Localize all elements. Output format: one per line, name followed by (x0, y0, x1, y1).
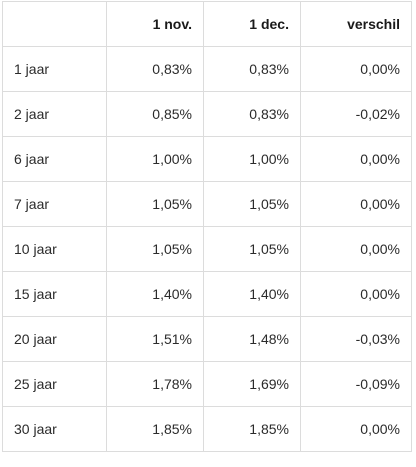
rate-dec-cell: 1,48% (203, 316, 301, 362)
table-header: 1 nov. 1 dec. verschil (2, 1, 412, 47)
table-row: 20 jaar 1,51% 1,48% -0,03% (2, 316, 412, 362)
rate-dec-cell: 1,05% (203, 181, 301, 227)
rate-nov-cell: 1,40% (106, 271, 204, 317)
term-cell: 25 jaar (2, 361, 107, 407)
difference-cell: 0,00% (300, 46, 412, 92)
header-cell-term (2, 1, 107, 47)
table-row: 15 jaar 1,40% 1,40% 0,00% (2, 271, 412, 317)
header-cell-difference: verschil (300, 1, 412, 47)
rate-dec-cell: 1,69% (203, 361, 301, 407)
rate-dec-cell: 1,85% (203, 406, 301, 452)
header-cell-nov: 1 nov. (106, 1, 204, 47)
term-cell: 7 jaar (2, 181, 107, 227)
table-row: 10 jaar 1,05% 1,05% 0,00% (2, 226, 412, 272)
difference-cell: -0,09% (300, 361, 412, 407)
difference-cell: 0,00% (300, 136, 412, 182)
rate-dec-cell: 1,40% (203, 271, 301, 317)
difference-cell: -0,02% (300, 91, 412, 137)
rate-dec-cell: 1,00% (203, 136, 301, 182)
rate-dec-cell: 0,83% (203, 46, 301, 92)
rate-nov-cell: 1,05% (106, 181, 204, 227)
term-cell: 10 jaar (2, 226, 107, 272)
table-row: 30 jaar 1,85% 1,85% 0,00% (2, 406, 412, 452)
header-row: 1 nov. 1 dec. verschil (2, 1, 412, 47)
header-cell-dec: 1 dec. (203, 1, 301, 47)
rate-dec-cell: 1,05% (203, 226, 301, 272)
rate-dec-cell: 0,83% (203, 91, 301, 137)
table-row: 1 jaar 0,83% 0,83% 0,00% (2, 46, 412, 92)
term-cell: 2 jaar (2, 91, 107, 137)
rate-nov-cell: 0,83% (106, 46, 204, 92)
rate-nov-cell: 1,78% (106, 361, 204, 407)
rate-nov-cell: 1,00% (106, 136, 204, 182)
difference-cell: -0,03% (300, 316, 412, 362)
term-cell: 15 jaar (2, 271, 107, 317)
difference-cell: 0,00% (300, 271, 412, 317)
table-row: 25 jaar 1,78% 1,69% -0,09% (2, 361, 412, 407)
rate-nov-cell: 1,51% (106, 316, 204, 362)
term-cell: 20 jaar (2, 316, 107, 362)
rate-nov-cell: 1,85% (106, 406, 204, 452)
term-cell: 6 jaar (2, 136, 107, 182)
table-body: 1 jaar 0,83% 0,83% 0,00% 2 jaar 0,85% 0,… (2, 46, 412, 452)
difference-cell: 0,00% (300, 226, 412, 272)
interest-rate-table: 1 nov. 1 dec. verschil 1 jaar 0,83% 0,83… (2, 1, 412, 452)
table-row: 2 jaar 0,85% 0,83% -0,02% (2, 91, 412, 137)
table-row: 7 jaar 1,05% 1,05% 0,00% (2, 181, 412, 227)
difference-cell: 0,00% (300, 181, 412, 227)
difference-cell: 0,00% (300, 406, 412, 452)
table-row: 6 jaar 1,00% 1,00% 0,00% (2, 136, 412, 182)
term-cell: 1 jaar (2, 46, 107, 92)
term-cell: 30 jaar (2, 406, 107, 452)
rate-nov-cell: 0,85% (106, 91, 204, 137)
rate-nov-cell: 1,05% (106, 226, 204, 272)
